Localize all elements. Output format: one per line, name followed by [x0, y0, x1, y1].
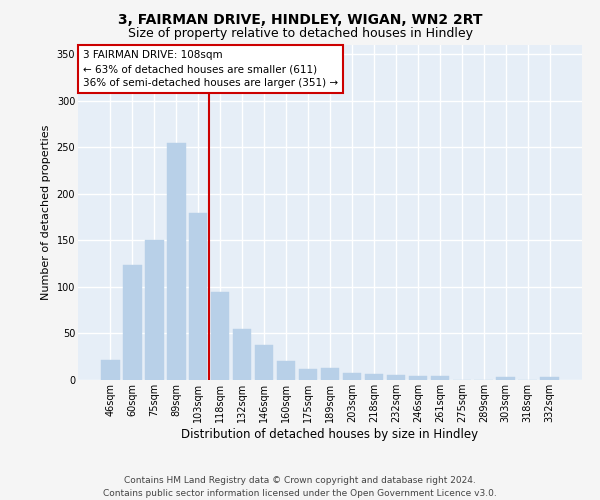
- Bar: [255, 344, 274, 380]
- Text: Size of property relative to detached houses in Hindley: Size of property relative to detached ho…: [128, 28, 473, 40]
- Bar: [409, 376, 427, 380]
- Bar: [277, 362, 295, 380]
- Bar: [145, 240, 164, 380]
- X-axis label: Distribution of detached houses by size in Hindley: Distribution of detached houses by size …: [181, 428, 479, 441]
- Bar: [496, 377, 515, 380]
- Bar: [541, 377, 559, 380]
- Bar: [299, 369, 317, 380]
- Bar: [233, 329, 251, 380]
- Text: 3, FAIRMAN DRIVE, HINDLEY, WIGAN, WN2 2RT: 3, FAIRMAN DRIVE, HINDLEY, WIGAN, WN2 2R…: [118, 12, 482, 26]
- Bar: [189, 212, 208, 380]
- Text: 3 FAIRMAN DRIVE: 108sqm
← 63% of detached houses are smaller (611)
36% of semi-d: 3 FAIRMAN DRIVE: 108sqm ← 63% of detache…: [83, 50, 338, 88]
- Bar: [365, 374, 383, 380]
- Bar: [431, 376, 449, 380]
- Y-axis label: Number of detached properties: Number of detached properties: [41, 125, 51, 300]
- Bar: [343, 374, 361, 380]
- Bar: [386, 376, 405, 380]
- Bar: [320, 368, 340, 380]
- Text: Contains HM Land Registry data © Crown copyright and database right 2024.
Contai: Contains HM Land Registry data © Crown c…: [103, 476, 497, 498]
- Bar: [101, 360, 119, 380]
- Bar: [211, 292, 229, 380]
- Bar: [123, 264, 142, 380]
- Bar: [167, 142, 185, 380]
